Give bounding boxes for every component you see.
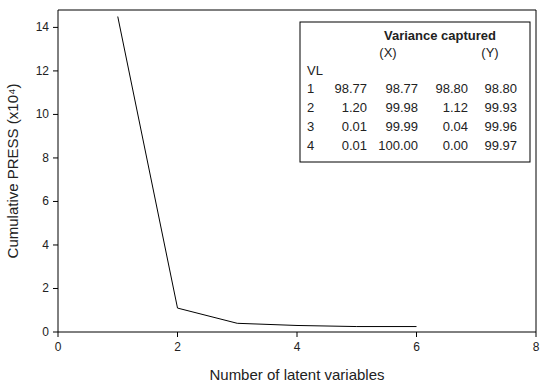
y-tick [53, 201, 58, 202]
table-column-header: (Y) [481, 45, 498, 60]
y-tick [53, 27, 58, 28]
table-cell: 100.00 [378, 138, 418, 153]
x-tick [58, 332, 59, 337]
table-cell: 0.04 [443, 119, 468, 134]
table-cell: 1.12 [443, 100, 468, 115]
table-cell: 98.80 [484, 81, 517, 96]
table-box [300, 22, 530, 162]
frame-right [536, 10, 537, 332]
y-tick-label: 14 [36, 20, 50, 34]
table-cell: 99.97 [484, 138, 517, 153]
table-cell: 4 [307, 138, 314, 153]
y-tick [53, 332, 58, 333]
y-tick-label: 10 [36, 107, 50, 121]
x-tick-label: 0 [55, 340, 62, 354]
y-tick-label: 0 [42, 325, 49, 339]
x-tick [177, 332, 178, 337]
y-tick [53, 114, 58, 115]
table-cell: 99.99 [385, 119, 418, 134]
x-tick-label: 4 [294, 340, 301, 354]
x-tick [297, 332, 298, 337]
frame-top [58, 10, 536, 11]
x-tick-label: 8 [533, 340, 540, 354]
table-cell: 0.01 [342, 138, 367, 153]
table-cell: 2 [307, 100, 314, 115]
table-cell: 98.80 [435, 81, 468, 96]
table-title: Variance captured [384, 28, 496, 43]
x-tick [536, 332, 537, 337]
y-tick-label: 12 [36, 64, 50, 78]
x-tick [416, 332, 417, 337]
table-cell: 99.98 [385, 100, 418, 115]
x-axis-label: Number of latent variables [209, 366, 384, 383]
table-cell: 1 [307, 81, 314, 96]
table-cell: 0.01 [342, 119, 367, 134]
y-axis-label: Cumulative PRESS (x10⁴) [4, 84, 21, 259]
y-tick-label: 2 [42, 281, 49, 295]
table-cell: 0.00 [443, 138, 468, 153]
y-tick-label: 4 [42, 238, 49, 252]
table-cell: 99.93 [484, 100, 517, 115]
y-tick [53, 70, 58, 71]
table-cell: 98.77 [385, 81, 418, 96]
y-tick-label: 6 [42, 194, 49, 208]
x-tick-label: 2 [174, 340, 181, 354]
table-row-header: VL [307, 63, 323, 78]
table-cell: 99.96 [484, 119, 517, 134]
y-tick-label: 8 [42, 151, 49, 165]
table-cell: 98.77 [334, 81, 367, 96]
y-tick [53, 244, 58, 245]
table-cell: 3 [307, 119, 314, 134]
y-tick [53, 288, 58, 289]
table-column-header: (X) [379, 45, 396, 60]
table-cell: 1.20 [342, 100, 367, 115]
chart: 0246802468101214Number of latent variabl… [0, 0, 540, 391]
y-tick [53, 157, 58, 158]
x-tick-label: 6 [413, 340, 420, 354]
y-axis [58, 10, 59, 332]
